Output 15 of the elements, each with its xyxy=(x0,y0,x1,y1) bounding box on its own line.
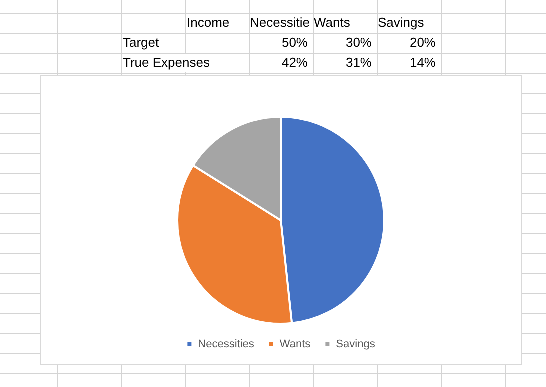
text: 30% xyxy=(344,34,372,52)
text: Target xyxy=(123,34,160,52)
text: Income xyxy=(187,14,230,32)
text: 31% xyxy=(344,54,372,72)
text: True Expenses xyxy=(123,54,210,72)
legend-label: Savings xyxy=(336,338,376,351)
text: Wants xyxy=(314,14,350,32)
text: Necessitie xyxy=(250,14,310,32)
text: 42% xyxy=(280,54,308,72)
text: 50% xyxy=(280,34,308,52)
text: 20% xyxy=(408,34,436,52)
legend-label: Necessities xyxy=(198,338,255,351)
legend-label: Wants xyxy=(280,338,312,351)
text: 14% xyxy=(408,54,436,72)
text: Savings xyxy=(378,14,424,32)
